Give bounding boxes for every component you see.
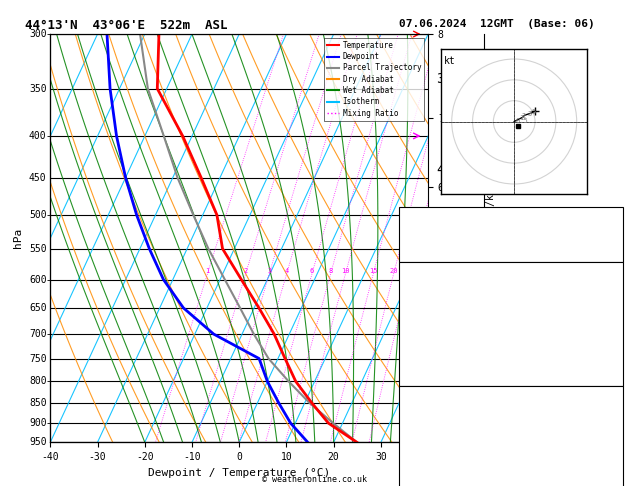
Text: PW (cm): PW (cm) <box>403 244 443 255</box>
Text: CAPE (J): CAPE (J) <box>403 351 450 362</box>
Text: 956: 956 <box>599 407 616 417</box>
Text: 0: 0 <box>611 368 616 379</box>
Text: 5: 5 <box>532 109 536 115</box>
Text: 800: 800 <box>29 376 47 386</box>
Text: 1040: 1040 <box>593 351 616 362</box>
Text: Totals Totals: Totals Totals <box>403 227 479 238</box>
Text: 0: 0 <box>611 475 616 486</box>
Text: K: K <box>403 210 408 221</box>
Text: 300: 300 <box>29 29 47 39</box>
Text: Pressure (mb): Pressure (mb) <box>403 407 479 417</box>
Y-axis label: Mixing Ratio (g/kg): Mixing Ratio (g/kg) <box>486 182 496 294</box>
Text: Temp (°C): Temp (°C) <box>403 283 455 294</box>
Text: θe(K): θe(K) <box>403 317 432 328</box>
Text: -4: -4 <box>604 334 616 345</box>
Text: 3: 3 <box>528 111 532 117</box>
Text: 3.06: 3.06 <box>593 244 616 255</box>
Text: 1: 1 <box>206 268 209 274</box>
Text: 2: 2 <box>521 113 526 120</box>
Text: Most Unstable: Most Unstable <box>473 390 549 400</box>
Text: 4: 4 <box>284 268 289 274</box>
Text: 350: 350 <box>29 84 47 94</box>
Text: θe (K): θe (K) <box>403 424 438 434</box>
Text: 24.9: 24.9 <box>593 283 616 294</box>
Text: 650: 650 <box>29 303 47 313</box>
Text: 950: 950 <box>29 437 47 447</box>
Text: 6: 6 <box>310 268 314 274</box>
Text: 25: 25 <box>406 268 414 274</box>
Text: 44°13'N  43°06'E  522m  ASL: 44°13'N 43°06'E 522m ASL <box>25 19 228 33</box>
Text: 400: 400 <box>29 131 47 141</box>
Text: 700: 700 <box>29 329 47 339</box>
Text: CAPE (J): CAPE (J) <box>403 458 450 469</box>
Text: 850: 850 <box>29 398 47 408</box>
Legend: Temperature, Dewpoint, Parcel Trajectory, Dry Adiabat, Wet Adiabat, Isotherm, Mi: Temperature, Dewpoint, Parcel Trajectory… <box>325 38 425 121</box>
Text: 450: 450 <box>29 173 47 183</box>
Text: 20: 20 <box>389 268 398 274</box>
Text: 15: 15 <box>369 268 377 274</box>
Text: 35: 35 <box>604 210 616 221</box>
X-axis label: Dewpoint / Temperature (°C): Dewpoint / Temperature (°C) <box>148 468 330 478</box>
Text: 1: 1 <box>520 116 524 122</box>
Text: 600: 600 <box>29 275 47 284</box>
Text: 0.5: 0.5 <box>515 118 528 123</box>
Text: 07.06.2024  12GMT  (Base: 06): 07.06.2024 12GMT (Base: 06) <box>399 19 595 30</box>
Text: 900: 900 <box>29 418 47 428</box>
Text: Lifted Index: Lifted Index <box>403 441 473 451</box>
Text: Dewp (°C): Dewp (°C) <box>403 300 455 311</box>
Text: 334: 334 <box>599 317 616 328</box>
Text: 500: 500 <box>29 210 47 220</box>
Text: CIN (J): CIN (J) <box>403 368 443 379</box>
Text: Lifted Index: Lifted Index <box>403 334 473 345</box>
Text: 550: 550 <box>29 243 47 254</box>
Text: Surface: Surface <box>491 266 532 277</box>
Text: 1040: 1040 <box>593 458 616 469</box>
Text: LCL: LCL <box>430 379 445 388</box>
Text: 750: 750 <box>29 353 47 364</box>
Text: -4: -4 <box>604 441 616 451</box>
Text: 2: 2 <box>243 268 248 274</box>
Text: 3: 3 <box>267 268 272 274</box>
Text: © weatheronline.co.uk: © weatheronline.co.uk <box>262 474 367 484</box>
Y-axis label: hPa: hPa <box>13 228 23 248</box>
Y-axis label: km
ASL: km ASL <box>476 238 493 260</box>
Text: 52: 52 <box>604 227 616 238</box>
Text: kt: kt <box>444 56 456 66</box>
Text: 14.5: 14.5 <box>593 300 616 311</box>
Text: 8: 8 <box>328 268 333 274</box>
Text: 10: 10 <box>342 268 350 274</box>
Text: 334: 334 <box>599 424 616 434</box>
Text: CIN (J): CIN (J) <box>403 475 443 486</box>
